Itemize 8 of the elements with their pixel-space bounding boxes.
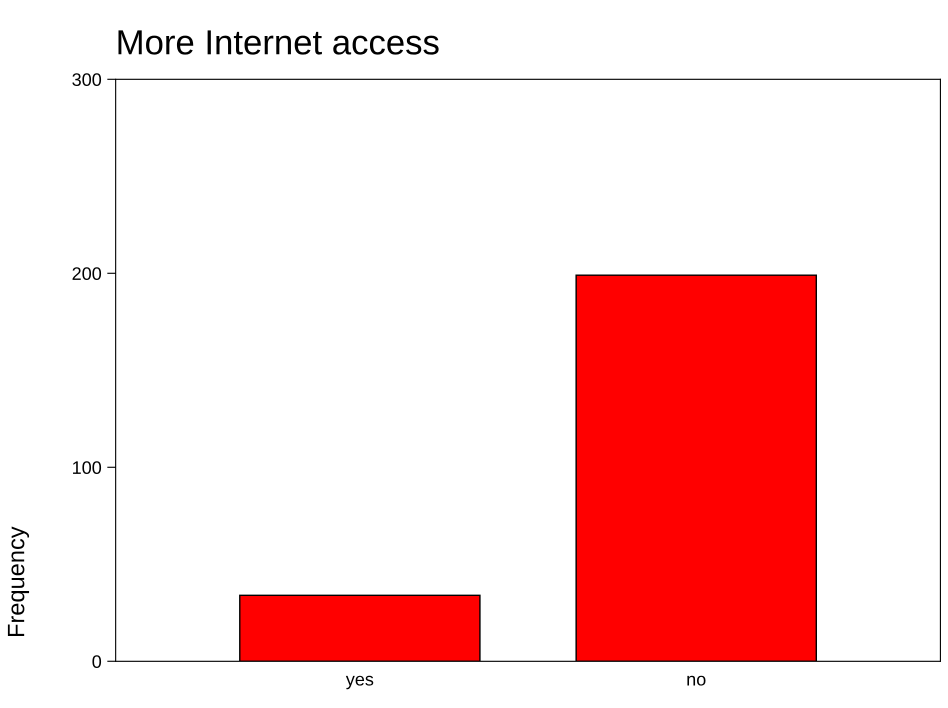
x-tick-label: yes <box>346 676 374 690</box>
chart-title: More Internet access <box>118 30 439 55</box>
x-tick-label: no <box>687 676 706 686</box>
y-tick-label: 100 <box>73 461 102 474</box>
y-axis-title: Frequency <box>8 526 30 636</box>
y-tick-label: 0 <box>92 655 102 668</box>
y-tick-label: 200 <box>72 267 102 280</box>
y-tick-label: 300 <box>72 73 102 86</box>
